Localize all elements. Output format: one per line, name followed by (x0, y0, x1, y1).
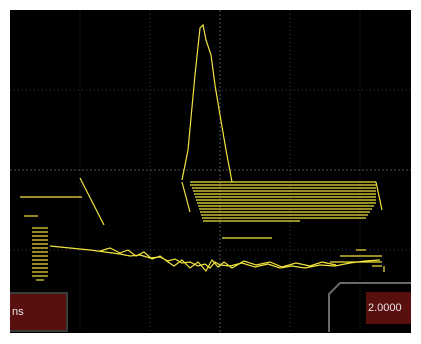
signal-trace (20, 23, 385, 281)
right-readout-value: 2.0000 (368, 302, 402, 314)
oscilloscope-display: ns 2.0000 (10, 10, 411, 333)
left-readout-box[interactable]: ns (10, 292, 68, 332)
right-readout-frame (328, 282, 411, 332)
right-readout-value-field[interactable]: 2.0000 (366, 292, 411, 324)
left-readout-value: ns (12, 306, 24, 318)
right-readout-box[interactable]: 2.0000 (328, 282, 411, 333)
graticule-grid (10, 10, 411, 333)
